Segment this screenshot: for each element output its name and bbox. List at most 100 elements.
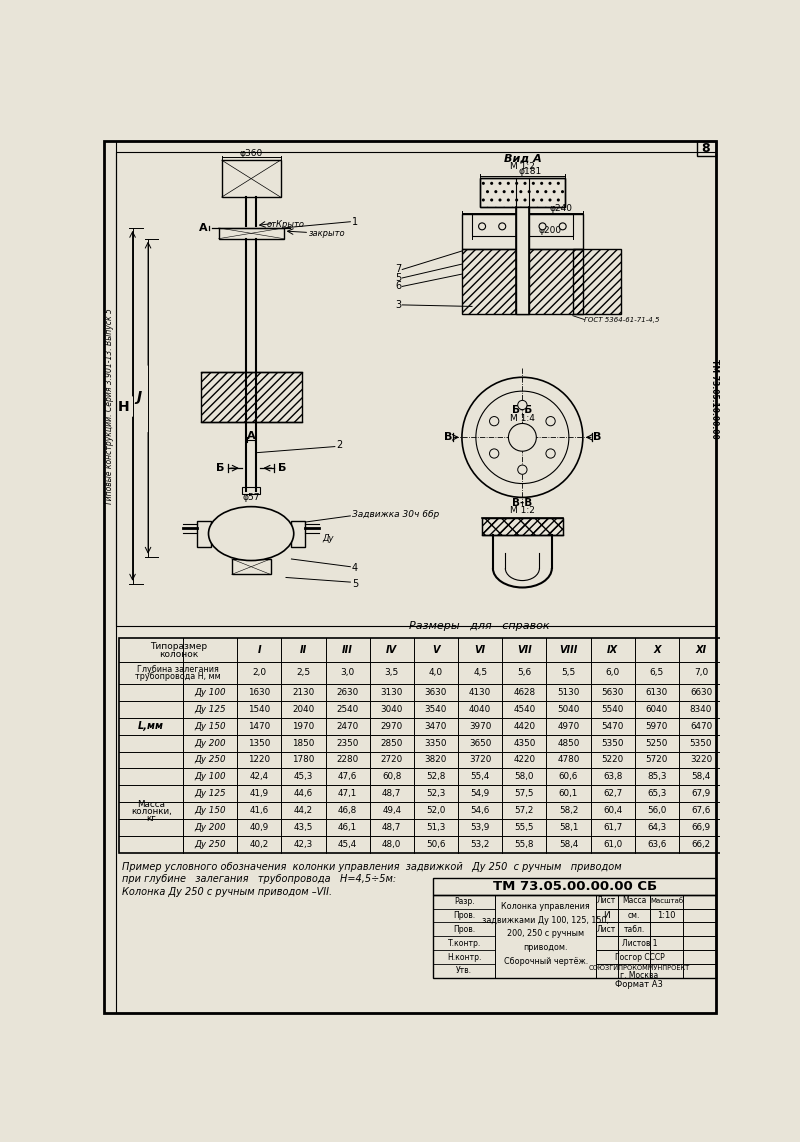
Text: 5630: 5630 — [602, 687, 624, 697]
Circle shape — [478, 223, 486, 230]
Text: φ181: φ181 — [518, 167, 542, 176]
Text: 3650: 3650 — [469, 739, 491, 748]
Text: 53,9: 53,9 — [470, 823, 490, 833]
Bar — [434, 894, 716, 978]
Text: 56,0: 56,0 — [647, 806, 666, 815]
Text: Ду 100: Ду 100 — [194, 687, 226, 697]
Text: 5470: 5470 — [602, 722, 624, 731]
Text: Б-Б: Б-Б — [512, 405, 533, 416]
Text: Масса: Масса — [622, 896, 646, 906]
Text: 60,8: 60,8 — [382, 772, 402, 781]
Text: М 1:4: М 1:4 — [510, 413, 535, 423]
Bar — [291, 521, 306, 547]
Text: Ду 100: Ду 100 — [194, 772, 226, 781]
Text: 3630: 3630 — [425, 687, 447, 697]
Text: L,мм: L,мм — [138, 721, 164, 731]
Text: отКрыто: отКрыто — [266, 219, 305, 228]
Text: 50,6: 50,6 — [426, 841, 446, 850]
Text: 45,4: 45,4 — [338, 841, 358, 850]
Bar — [115, 152, 716, 626]
Text: Т.контр.: Т.контр. — [448, 939, 481, 948]
Text: 4780: 4780 — [558, 756, 580, 764]
Text: И: И — [603, 911, 610, 920]
Bar — [516, 207, 529, 314]
Text: 2970: 2970 — [381, 722, 403, 731]
Text: 67,9: 67,9 — [691, 789, 710, 798]
Text: Лист: Лист — [598, 925, 617, 934]
Circle shape — [462, 377, 583, 498]
Text: 200, 250 с ручным: 200, 250 с ручным — [507, 930, 584, 939]
Text: 47,6: 47,6 — [338, 772, 358, 781]
Text: 5720: 5720 — [646, 756, 668, 764]
Text: 2130: 2130 — [292, 687, 314, 697]
Text: XI: XI — [695, 645, 706, 654]
Text: 4350: 4350 — [513, 739, 535, 748]
Text: 3: 3 — [395, 300, 402, 309]
Text: 2630: 2630 — [337, 687, 358, 697]
Text: Колонка Ду 250 с ручным приводом –VII.: Колонка Ду 250 с ручным приводом –VII. — [122, 886, 332, 896]
Circle shape — [546, 449, 555, 458]
Bar — [218, 228, 284, 239]
Text: 2540: 2540 — [337, 705, 358, 714]
Text: 58,2: 58,2 — [558, 806, 578, 815]
Text: трубопровода Н, мм: трубопровода Н, мм — [135, 673, 221, 682]
Text: 4,0: 4,0 — [429, 668, 443, 677]
Text: 54,6: 54,6 — [470, 806, 490, 815]
Text: закрыто: закрыто — [310, 228, 346, 238]
Text: III: III — [342, 645, 353, 654]
Text: X: X — [653, 645, 661, 654]
Text: 47,1: 47,1 — [338, 789, 358, 798]
Text: 5,5: 5,5 — [562, 668, 576, 677]
Text: 2: 2 — [336, 440, 342, 450]
Text: 6,0: 6,0 — [606, 668, 620, 677]
Text: φ360: φ360 — [239, 150, 262, 159]
Bar — [201, 372, 302, 421]
Text: Глубина залегания: Глубина залегания — [138, 665, 219, 674]
Text: 4: 4 — [352, 563, 358, 573]
Circle shape — [539, 223, 546, 230]
Bar — [119, 637, 723, 853]
Text: 5350: 5350 — [690, 739, 712, 748]
Text: 49,4: 49,4 — [382, 806, 402, 815]
Text: 3,0: 3,0 — [341, 668, 354, 677]
Bar — [434, 878, 716, 894]
Text: 5970: 5970 — [646, 722, 668, 731]
Text: А: А — [198, 223, 207, 233]
Text: СОЮЗГИПРОКОММУНПРОЕКТ: СОЮЗГИПРОКОММУНПРОЕКТ — [589, 965, 690, 971]
Text: Колонка управления: Колонка управления — [502, 902, 590, 911]
Text: 53,2: 53,2 — [470, 841, 490, 850]
Text: 1: 1 — [352, 217, 358, 227]
Text: 8340: 8340 — [690, 705, 712, 714]
Text: 1350: 1350 — [248, 739, 270, 748]
Text: 64,3: 64,3 — [647, 823, 666, 833]
Text: 43,5: 43,5 — [294, 823, 313, 833]
Text: 7,0: 7,0 — [694, 668, 708, 677]
Circle shape — [509, 424, 536, 451]
Bar — [480, 178, 565, 207]
Text: 1220: 1220 — [248, 756, 270, 764]
Text: 7: 7 — [395, 265, 402, 274]
Text: 2,5: 2,5 — [296, 668, 310, 677]
Text: В: В — [593, 433, 601, 442]
Text: 3,5: 3,5 — [385, 668, 399, 677]
Text: 2040: 2040 — [292, 705, 314, 714]
Text: IV: IV — [386, 645, 398, 654]
Bar — [242, 488, 261, 493]
Text: М 1:2: М 1:2 — [510, 506, 535, 515]
Text: 4850: 4850 — [558, 739, 580, 748]
Text: 41,6: 41,6 — [250, 806, 269, 815]
Bar — [573, 249, 621, 314]
Text: 51,3: 51,3 — [426, 823, 446, 833]
Text: Пров.: Пров. — [453, 925, 475, 934]
Text: 40,9: 40,9 — [250, 823, 269, 833]
Text: 3130: 3130 — [381, 687, 403, 697]
Text: Госгор СССР: Госгор СССР — [614, 952, 664, 962]
Text: Ду 150: Ду 150 — [194, 806, 226, 815]
Text: 4220: 4220 — [514, 756, 535, 764]
Text: 60,6: 60,6 — [559, 772, 578, 781]
Text: Масштаб: Масштаб — [650, 898, 683, 903]
Text: IX: IX — [607, 645, 618, 654]
Bar — [472, 214, 573, 235]
Text: 3350: 3350 — [425, 739, 447, 748]
Text: 46,8: 46,8 — [338, 806, 358, 815]
